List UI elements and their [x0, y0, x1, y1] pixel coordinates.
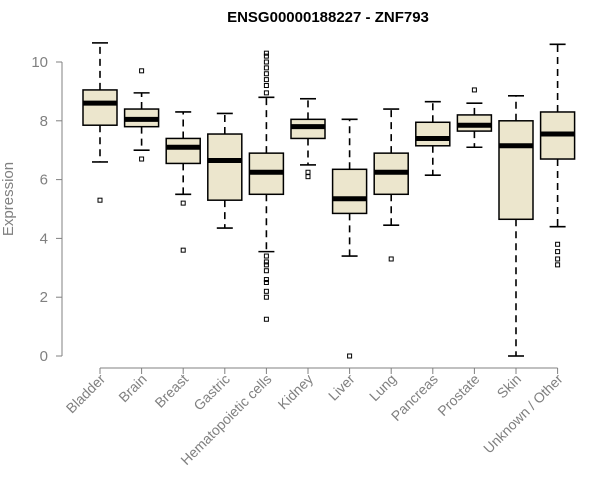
outlier-point — [97, 197, 103, 203]
box-lung — [373, 108, 409, 262]
box-unknown-other — [539, 43, 576, 268]
outlier-point — [180, 247, 186, 253]
box-skin — [498, 95, 534, 357]
outlier-point — [305, 169, 311, 175]
x-tick-label: Bladder — [63, 371, 109, 417]
box-brain — [123, 68, 160, 162]
y-tick-label: 10 — [31, 54, 48, 71]
x-tick-label: Breast — [151, 371, 191, 411]
x-tick-label: Brain — [115, 371, 149, 405]
iqr-box — [498, 120, 534, 221]
y-tick-label: 4 — [40, 230, 48, 247]
iqr-box — [415, 121, 451, 147]
outlier-point — [263, 294, 269, 300]
x-tick-label: Liver — [325, 371, 358, 404]
iqr-box — [331, 168, 368, 215]
outlier-point — [139, 156, 145, 162]
outlier-point — [263, 288, 269, 294]
iqr-box — [207, 133, 243, 201]
y-axis-label: Expression — [0, 162, 17, 236]
box-kidney — [290, 97, 326, 180]
x-tick-label: Kidney — [275, 371, 317, 413]
outlier-point — [263, 262, 269, 268]
x-tick-label: Prostate — [434, 371, 482, 419]
outlier-point — [555, 249, 561, 255]
outlier-point — [263, 316, 269, 322]
outlier-point — [263, 277, 269, 283]
outlier-point — [180, 200, 186, 206]
outlier-point — [388, 256, 394, 262]
outlier-point — [305, 174, 311, 180]
outlier-point — [263, 65, 269, 71]
outlier-point — [555, 241, 561, 247]
outlier-point — [263, 268, 269, 274]
y-axis: 0 2 4 6 8 10 — [31, 54, 63, 365]
x-tick-label: Lung — [366, 371, 399, 404]
outlier-point — [263, 71, 269, 77]
outlier-point — [263, 280, 269, 285]
y-tick-label: 0 — [40, 348, 48, 365]
iqr-box — [82, 89, 118, 126]
outlier-point — [263, 83, 269, 89]
outlier-point — [263, 90, 269, 96]
box-bladder — [82, 42, 118, 203]
box-gastric — [207, 112, 243, 229]
box-breast — [165, 111, 201, 253]
outlier-point — [263, 50, 269, 56]
outlier-point — [555, 256, 561, 262]
outlier-point — [347, 353, 353, 359]
outlier-point — [263, 59, 269, 65]
box-liver — [331, 118, 368, 359]
outlier-point — [263, 253, 269, 259]
box-hematopoietic-cells — [248, 50, 285, 322]
chart-title: ENSG00000188227 - ZNF793 — [227, 9, 429, 26]
boxes-group — [82, 42, 576, 359]
box-prostate — [456, 87, 493, 149]
iqr-box — [165, 137, 201, 165]
x-tick-label: Skin — [494, 371, 525, 402]
outlier-point — [555, 262, 561, 268]
y-tick-label: 2 — [40, 289, 48, 306]
outlier-point — [263, 77, 269, 83]
x-tick-label: Unknown / Other — [480, 371, 566, 457]
outlier-point — [263, 53, 269, 59]
outlier-point — [471, 87, 477, 93]
outlier-point — [263, 259, 269, 265]
y-tick-label: 8 — [40, 113, 48, 130]
outlier-point — [139, 68, 145, 74]
y-tick-label: 6 — [40, 172, 48, 189]
box-pancreas — [415, 100, 451, 176]
